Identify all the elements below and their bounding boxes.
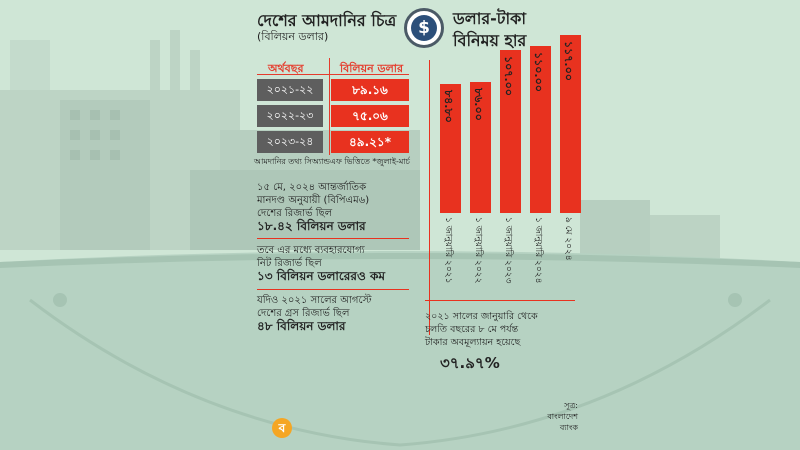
reserve-fact-2-value: ১৩ বিলিয়ন ডলারেরও কম xyxy=(257,269,386,283)
source-label: সূত্র: xyxy=(564,401,578,410)
x-tick-label: ১ জানুয়ারি ২০২১ xyxy=(443,217,453,284)
reserve-fact-1-line2: মানদণ্ড অনুযায়ী (বিপিএম৬) xyxy=(257,195,370,206)
import-title: দেশের আমদানির চিত্র xyxy=(257,11,397,30)
x-tick-label: ১ জানুয়ারি ২০২৪ xyxy=(533,217,543,284)
table-year-cell: ২০২১-২২ xyxy=(257,79,323,101)
depreciation-value: ৩৭.৯৭% xyxy=(440,354,500,372)
bar-value-label: ১১০.০০ xyxy=(532,52,545,92)
table-header-billion-dollar: বিলিয়ন ডলার xyxy=(340,62,404,75)
table-footnote: আমদানির তথ্য সিঅ্যান্ডএফ ভিত্তিতে *জুলাই… xyxy=(254,157,410,166)
reserve-fact-1: ১৫ মে, ২০২৪ আন্তর্জাতিক মানদণ্ড অনুযায়ী… xyxy=(257,181,369,233)
bar-value-label: ৮৬.০০ xyxy=(472,88,485,121)
reserve-fact-2-line2: নিট রিজার্ভ ছিল xyxy=(257,258,322,269)
reserve-fact-2-line1: তবে এর মধ্যে ব্যবহারযোগ্য xyxy=(257,245,365,256)
reserve-fact-1-value: ১৮.৪২ বিলিয়ন ডলার xyxy=(257,219,366,233)
publisher-logo-icon: ব xyxy=(272,418,292,438)
chart-bar xyxy=(560,35,581,213)
x-tick-label: ১ জানুয়ারি ২০২২ xyxy=(473,217,483,284)
reserve-fact-3-line1: যদিও ২০২১ সালের আগস্টে xyxy=(257,295,372,306)
reserve-fact-1-line3: দেশের রিজার্ভ ছিল xyxy=(257,208,333,219)
bar-value-label: ১১৭.০০ xyxy=(562,41,575,81)
bar-value-label: ১০৭.০০ xyxy=(502,56,515,96)
exchange-rate-title-line2: বিনিময় হার xyxy=(453,31,527,50)
table-value-cell: ৪৯.২১* xyxy=(331,131,409,153)
reserve-fact-2: তবে এর মধ্যে ব্যবহারযোগ্য নিট রিজার্ভ ছি… xyxy=(257,244,385,283)
table-header-rule xyxy=(257,74,409,75)
reserve-fact-3-value: ৪৮ বিলিয়ন ডলার xyxy=(257,319,346,333)
reserve-fact-1-line1: ১৫ মে, ২০২৪ আন্তর্জাতিক xyxy=(257,182,367,193)
reserve-fact-3-line2: দেশের গ্রস রিজার্ভ ছিল xyxy=(257,308,350,319)
chart-bar xyxy=(530,46,551,213)
table-year-cell: ২০২২-২৩ xyxy=(257,105,323,127)
fact-separator xyxy=(257,238,409,239)
x-tick-label: ১ জানুয়ারি ২০২৩ xyxy=(503,217,513,284)
source-credit: সূত্র: বাংলাদেশ ব্যাংক xyxy=(518,400,578,433)
reserve-fact-3: যদিও ২০২১ সালের আগস্টে দেশের গ্রস রিজার্… xyxy=(257,294,372,333)
fact-separator xyxy=(257,289,409,290)
exchange-rate-title: ডলার-টাকা বিনিময় হার xyxy=(453,8,526,52)
table-column-divider xyxy=(329,58,330,155)
depreciation-text: ২০২১ সালের জানুয়ারি থেকে চলতি বছরের ৮ ম… xyxy=(425,310,538,349)
depreciation-text-line1: ২০২১ সালের জানুয়ারি থেকে xyxy=(425,311,538,322)
dollar-coin-icon: $ xyxy=(404,8,444,48)
table-year-cell: ২০২৩-২৪ xyxy=(257,131,323,153)
depreciation-rule xyxy=(425,300,575,301)
chart-bar xyxy=(470,82,491,213)
import-title-unit: (বিলিয়ন ডলার) xyxy=(257,30,329,43)
section-separator xyxy=(429,60,430,335)
source-name-line1: বাংলাদেশ xyxy=(547,412,578,421)
bar-value-label: ৮৪.৮০ xyxy=(442,90,455,123)
depreciation-text-line3: টাকার অবমূল্যায়ন হয়েছে xyxy=(425,337,521,348)
exchange-rate-title-line1: ডলার-টাকা xyxy=(453,9,526,28)
table-value-cell: ৭৫.০৬ xyxy=(331,105,409,127)
x-tick-label: ৯ মে ২০২৪ xyxy=(563,217,573,261)
source-name-line2: ব্যাংক xyxy=(559,423,578,432)
table-value-cell: ৮৯.১৬ xyxy=(331,79,409,101)
chart-bar xyxy=(500,50,521,213)
table-header-fiscal-year: অর্থবছর xyxy=(268,62,304,75)
dollar-sign-icon: $ xyxy=(411,15,437,41)
chart-bar xyxy=(440,84,461,213)
depreciation-text-line2: চলতি বছরের ৮ মে পর্যন্ত xyxy=(425,324,519,335)
